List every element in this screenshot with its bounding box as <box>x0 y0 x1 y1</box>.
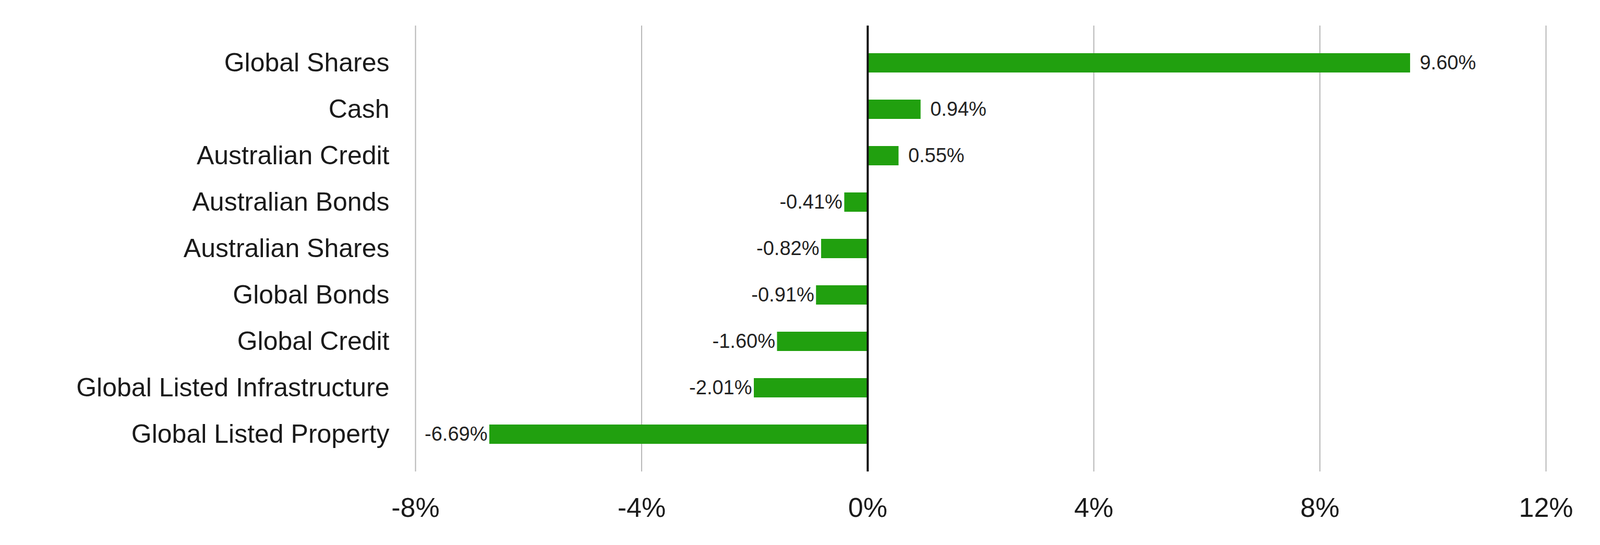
svg-text:Global Credit: Global Credit <box>237 326 390 356</box>
svg-text:Australian Shares: Australian Shares <box>183 233 390 263</box>
svg-text:-6.69%: -6.69% <box>424 423 488 445</box>
svg-text:Global Listed Property: Global Listed Property <box>131 419 390 449</box>
svg-text:0.55%: 0.55% <box>908 144 965 167</box>
svg-text:-4%: -4% <box>617 492 666 523</box>
svg-text:Australian Credit: Australian Credit <box>196 140 390 171</box>
svg-text:Cash: Cash <box>328 94 390 124</box>
svg-text:12%: 12% <box>1518 492 1573 523</box>
svg-text:0%: 0% <box>848 492 888 523</box>
svg-text:Global Shares: Global Shares <box>224 47 390 78</box>
svg-text:-0.41%: -0.41% <box>779 190 842 213</box>
svg-text:-0.91%: -0.91% <box>751 283 814 306</box>
svg-text:-8%: -8% <box>391 492 440 523</box>
svg-text:8%: 8% <box>1300 492 1340 523</box>
svg-text:-0.82%: -0.82% <box>756 237 820 260</box>
svg-text:Global Bonds: Global Bonds <box>232 280 390 310</box>
svg-text:4%: 4% <box>1074 492 1114 523</box>
svg-text:9.60%: 9.60% <box>1419 51 1476 74</box>
svg-text:-1.60%: -1.60% <box>712 330 776 353</box>
svg-text:0.94%: 0.94% <box>930 98 987 120</box>
svg-text:-2.01%: -2.01% <box>689 376 752 399</box>
svg-text:Global Listed Infrastructure: Global Listed Infrastructure <box>76 373 390 403</box>
svg-text:Australian Bonds: Australian Bonds <box>191 187 390 217</box>
